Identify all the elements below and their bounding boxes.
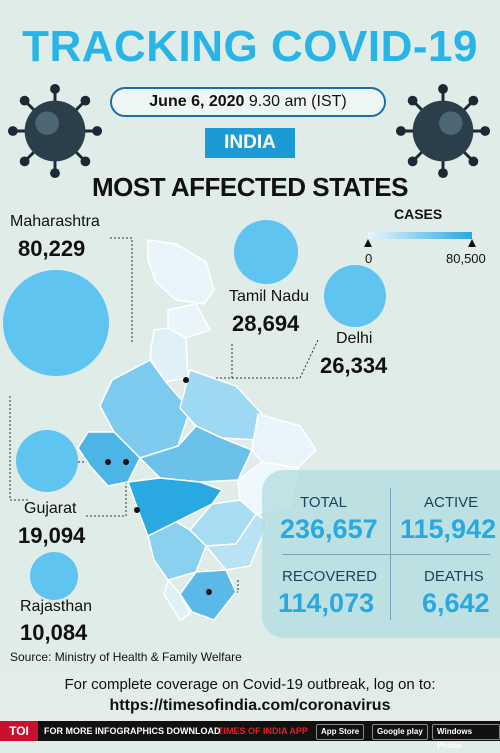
state-value-gujarat: 19,094 — [18, 523, 86, 548]
google-play-badge[interactable]: Google play — [372, 724, 428, 740]
legend-gradient — [368, 232, 472, 239]
deaths-value: 6,642 — [422, 588, 490, 618]
time-text: 9.30 am (IST) — [248, 93, 347, 110]
state-value-delhi: 26,334 — [320, 353, 388, 378]
state-name-tamil-nadu: Tamil Nadu — [229, 288, 310, 305]
state-value-tamil-nadu: 28,694 — [232, 311, 300, 336]
legend-max: 80,500 — [446, 251, 486, 266]
stats-divider-h — [282, 554, 490, 555]
virus-left-icon — [7, 83, 103, 179]
state-name-maharashtra: Maharashtra — [10, 213, 100, 230]
state-value-rajasthan: 10,084 — [20, 620, 88, 645]
state-name-gujarat: Gujarat — [24, 500, 77, 517]
country-badge: INDIA — [205, 128, 295, 158]
state-name-delhi: Delhi — [336, 330, 373, 347]
promo-bar: TOI FOR MORE INFOGRAPHICS DOWNLOAD TIMES… — [0, 721, 500, 750]
section-subtitle: MOST AFFECTED STATES — [92, 172, 408, 202]
bubble-tamil-nadu — [234, 220, 298, 284]
recovered-value: 114,073 — [278, 588, 375, 618]
legend-min: 0 — [365, 251, 373, 266]
app-store-badge[interactable]: App Store — [316, 724, 365, 740]
footer-link[interactable]: https://timesofindia.com/coronavirus — [109, 697, 391, 714]
legend-title: CASES — [394, 206, 443, 222]
total-label: TOTAL — [300, 494, 347, 511]
india-map — [9, 237, 319, 622]
page-title: TRACKING COVID-19 — [22, 22, 478, 71]
source-note: Source: Ministry of Health & Family Welf… — [10, 650, 242, 664]
toi-logo: TOI — [0, 721, 38, 741]
active-label: ACTIVE — [424, 494, 479, 511]
deaths-label: DEATHS — [424, 568, 484, 585]
stats-panel: TOTAL 236,657 ACTIVE 115,942 RECOVERED 1… — [262, 470, 500, 638]
bubble-rajasthan — [30, 552, 78, 600]
active-value: 115,942 — [400, 514, 497, 544]
date-pill: June 6, 2020 9.30 am (IST) — [110, 87, 386, 117]
state-value-maharashtra: 80,229 — [18, 236, 86, 261]
virus-right-icon — [395, 83, 491, 179]
footer-panel — [0, 666, 500, 721]
total-value: 236,657 — [280, 514, 378, 544]
recovered-label: RECOVERED — [282, 568, 378, 585]
promo-app: TIMES OF INDIA APP — [218, 726, 308, 736]
bubble-maharashtra — [3, 270, 109, 376]
bubble-gujarat — [16, 430, 78, 492]
date-text: June 6, 2020 — [149, 93, 245, 110]
legend-ticks — [364, 239, 476, 247]
bubble-delhi — [324, 265, 386, 327]
windows-phone-badge[interactable]: Windows Phone — [432, 724, 500, 750]
promo-text: FOR MORE INFOGRAPHICS DOWNLOAD — [44, 726, 221, 736]
state-name-rajasthan: Rajasthan — [20, 598, 93, 615]
footer-line: For complete coverage on Covid-19 outbre… — [64, 676, 436, 693]
